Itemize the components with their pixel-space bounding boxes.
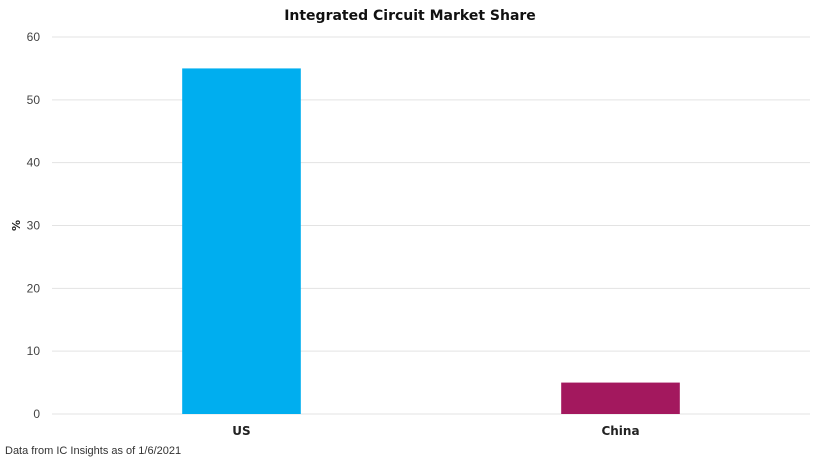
bars [182, 68, 680, 415]
y-tick-label: 30 [27, 219, 41, 233]
source-note: Data from IC Insights as of 1/6/2021 [5, 445, 182, 457]
gridlines [52, 36, 810, 415]
x-tick-label-china: China [601, 424, 639, 438]
bar-china [561, 382, 680, 414]
y-tick-label: 20 [27, 281, 41, 295]
y-axis-ticks: 0 10 20 30 40 50 60 [27, 30, 41, 421]
x-tick-label-us: US [232, 424, 250, 438]
y-tick-label: 0 [33, 407, 40, 421]
x-axis-ticks: US China [232, 424, 639, 438]
y-tick-label: 60 [27, 30, 41, 44]
y-tick-label: 10 [27, 344, 41, 358]
bar-us [182, 68, 301, 415]
y-tick-label: 50 [27, 93, 41, 107]
y-tick-label: 40 [27, 156, 41, 170]
chart-title: Integrated Circuit Market Share [284, 8, 536, 24]
y-axis-label: % [10, 220, 23, 231]
